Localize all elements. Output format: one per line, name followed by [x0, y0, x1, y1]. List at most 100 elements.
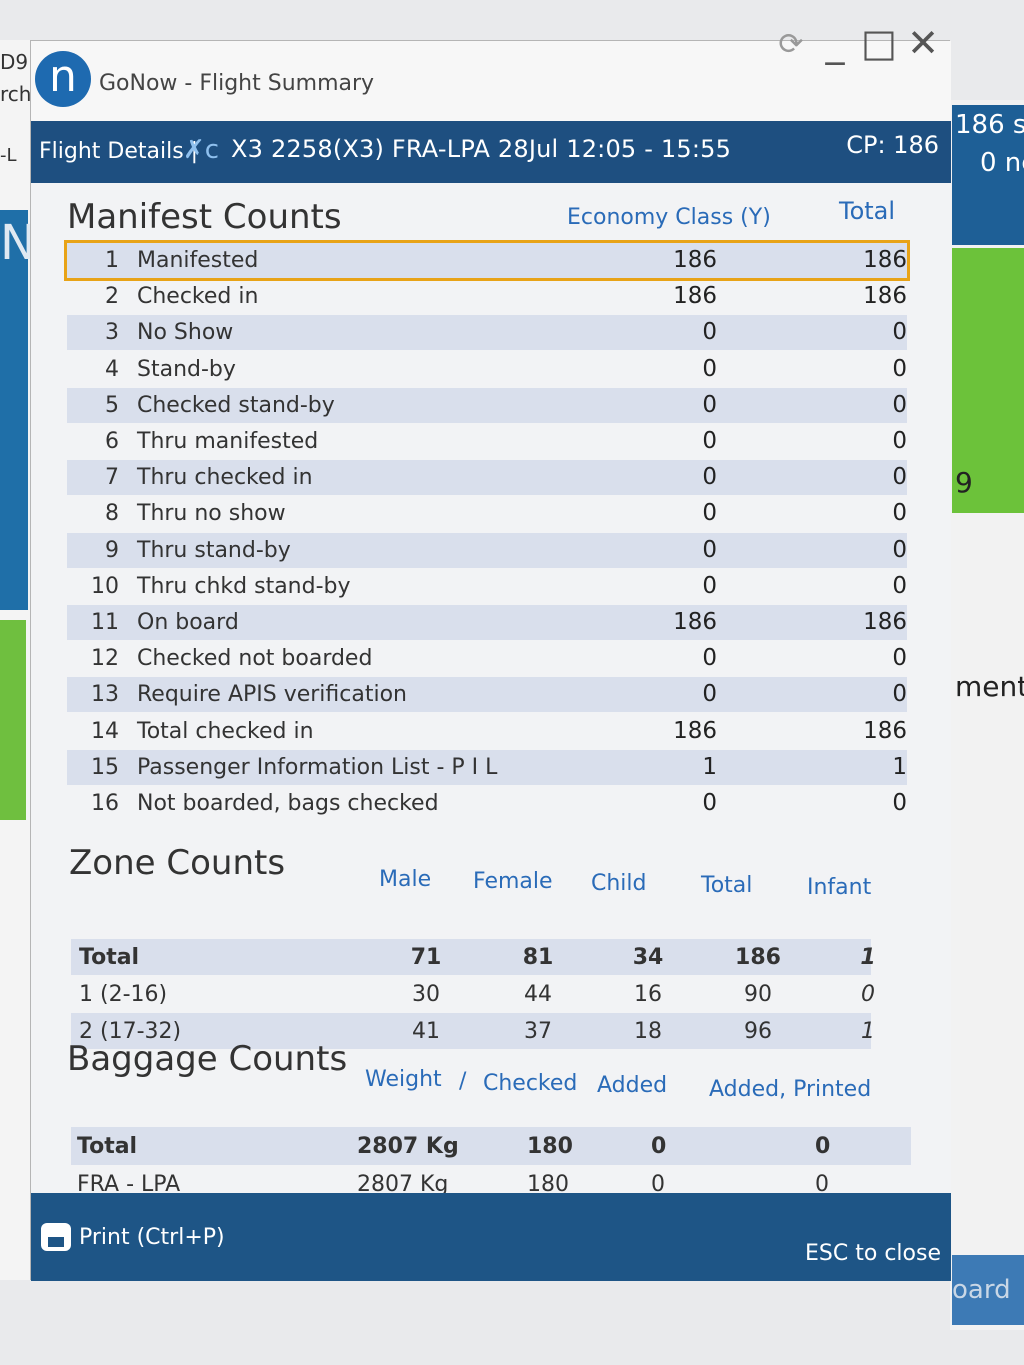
zone-female-value: 44 [524, 982, 552, 1007]
manifest-row[interactable]: 12 Checked not boarded 0 0 [67, 641, 907, 676]
bg-board-button[interactable]: oard [952, 1255, 1024, 1325]
manifest-row-label: Thru chkd stand-by [137, 573, 351, 599]
zone-child-value: 18 [634, 1019, 662, 1044]
manifest-row-number: 11 [91, 610, 119, 635]
bg-right-label: 9 [955, 466, 973, 499]
manifest-title: Manifest Counts [67, 197, 342, 237]
manifest-row-label: Thru no show [137, 501, 286, 527]
zone-row: 2 (17-32) 41 37 18 96 1 [71, 1013, 875, 1049]
refresh-icon[interactable]: ⟳ [778, 27, 804, 62]
section-label: Flight Details | [39, 139, 199, 164]
manifest-row-economy: 0 [702, 464, 717, 491]
manifest-row[interactable]: 2 Checked in 186 186 [67, 279, 907, 314]
manifest-row-economy: 186 [673, 283, 717, 310]
manifest-row-total: 186 [863, 609, 907, 635]
zone-female-value: 37 [524, 1019, 552, 1044]
bg-left-label: N [0, 215, 36, 271]
zone-total-value: 186 [735, 945, 781, 970]
col-header-male: Male [379, 867, 432, 892]
manifest-row-total: 0 [892, 572, 907, 599]
bg-left-label: D9 [0, 50, 29, 74]
manifest-row-label: Thru stand-by [137, 537, 291, 563]
manifest-row-number: 13 [91, 682, 119, 708]
zone-infant-value: 0 [861, 982, 875, 1007]
manifest-row[interactable]: 7 Thru checked in 0 0 [67, 460, 907, 496]
minimize-icon[interactable]: _ [825, 21, 845, 65]
printer-icon [41, 1223, 71, 1251]
bg-left-label: -L [0, 145, 17, 166]
manifest-row-number: 3 [105, 320, 119, 346]
zone-row-label: 2 (17-32) [79, 1019, 182, 1044]
bg-right-header [952, 105, 1024, 245]
manifest-row-number: 14 [91, 718, 119, 744]
zone-male-value: 41 [412, 1019, 440, 1044]
bg-right-green-panel [952, 248, 1024, 513]
title-bar: n GoNow - Flight Summary ⟳ _ □ ✕ [31, 21, 951, 121]
manifest-row-economy: 0 [702, 500, 717, 527]
bg-board-label: oard [952, 1275, 1011, 1305]
manifest-row[interactable]: 16 Not boarded, bags checked 0 0 [67, 786, 907, 821]
zone-row: Total 71 81 34 186 1 [71, 939, 876, 975]
manifest-row-total: 186 [863, 717, 907, 744]
manifest-row-number: 4 [105, 356, 119, 382]
footer-bar: Print (Ctrl+P) ESC to close [31, 1193, 951, 1281]
baggage-checked-value: 180 [527, 1134, 573, 1159]
manifest-row-number: 8 [105, 501, 119, 527]
col-header-added-printed: Added, Printed [709, 1077, 872, 1102]
manifest-row[interactable]: 5 Checked stand-by 0 0 [67, 387, 907, 423]
col-header-economy: Economy Class (Y) [567, 205, 771, 230]
manifest-row-number: 10 [91, 573, 119, 599]
bg-right-label: ment [955, 670, 1024, 703]
manifest-row-label: Checked stand-by [137, 392, 335, 418]
window-controls: ⟳ _ □ ✕ [773, 21, 941, 65]
manifest-row[interactable]: 3 No Show 0 0 [67, 315, 907, 351]
manifest-row-economy: 1 [702, 753, 717, 780]
manifest-row[interactable]: 9 Thru stand-by 0 0 [67, 532, 907, 568]
manifest-row-label: Checked not boarded [137, 646, 373, 672]
zone-child-value: 16 [634, 982, 662, 1007]
zone-infant-value: 1 [861, 1019, 875, 1044]
esc-hint: ESC to close [805, 1241, 941, 1266]
manifest-row-label: Stand-by [137, 356, 236, 382]
manifest-row[interactable]: 6 Thru manifested 0 0 [67, 424, 907, 459]
manifest-row-economy: 186 [673, 247, 717, 273]
bg-left-green-panel [0, 620, 26, 820]
manifest-row-label: Total checked in [137, 718, 314, 744]
col-header-weight: Weight [365, 1067, 442, 1092]
bg-left-label: rch [0, 82, 32, 106]
manifest-row[interactable]: 4 Stand-by 0 0 [67, 352, 907, 387]
zone-male-value: 30 [412, 982, 440, 1007]
col-header-total: Total [839, 197, 896, 225]
close-icon[interactable]: ✕ [907, 21, 939, 65]
manifest-row-number: 12 [91, 646, 119, 672]
manifest-row[interactable]: 13 Require APIS verification 0 0 [67, 677, 907, 713]
baggage-weight-value: 2807 Kg [357, 1172, 449, 1197]
manifest-row[interactable]: 1 Manifested 186 186 [64, 240, 910, 281]
manifest-row-label: On board [137, 610, 239, 635]
print-button[interactable]: Print (Ctrl+P) [41, 1223, 225, 1251]
baggage-printed-value: 0 [815, 1172, 829, 1197]
zone-child-value: 34 [632, 945, 664, 970]
manifest-row[interactable]: 14 Total checked in 186 186 [67, 714, 907, 749]
flight-info: X3 2258(X3) FRA-LPA 28Jul 12:05 - 15:55 [231, 135, 732, 163]
zone-counts-title: Zone Counts [69, 843, 286, 883]
manifest-row-total: 186 [863, 247, 907, 273]
manifest-row-label: No Show [137, 320, 234, 346]
manifest-row-total: 1 [892, 753, 907, 780]
manifest-row[interactable]: 10 Thru chkd stand-by 0 0 [67, 569, 907, 604]
manifest-row-economy: 0 [702, 319, 717, 346]
col-header-separator: / [459, 1069, 467, 1094]
baggage-row-label: Total [77, 1134, 138, 1159]
col-header-infant: Infant [807, 875, 872, 900]
manifest-row[interactable]: 11 On board 186 186 [67, 605, 907, 640]
manifest-row[interactable]: 8 Thru no show 0 0 [67, 496, 907, 531]
manifest-row[interactable]: 15 Passenger Information List - P I L 1 1 [67, 749, 907, 785]
manifest-row-total: 0 [892, 790, 907, 816]
bg-right-label: 0 nc [980, 148, 1024, 178]
manifest-row-number: 2 [105, 284, 119, 310]
manifest-row-label: Thru checked in [137, 465, 313, 491]
manifest-row-number: 9 [105, 537, 119, 563]
manifest-row-number: 15 [91, 754, 119, 780]
maximize-icon[interactable]: □ [861, 21, 897, 65]
summary-content: Manifest Counts Economy Class (Y) Total … [31, 183, 951, 1197]
